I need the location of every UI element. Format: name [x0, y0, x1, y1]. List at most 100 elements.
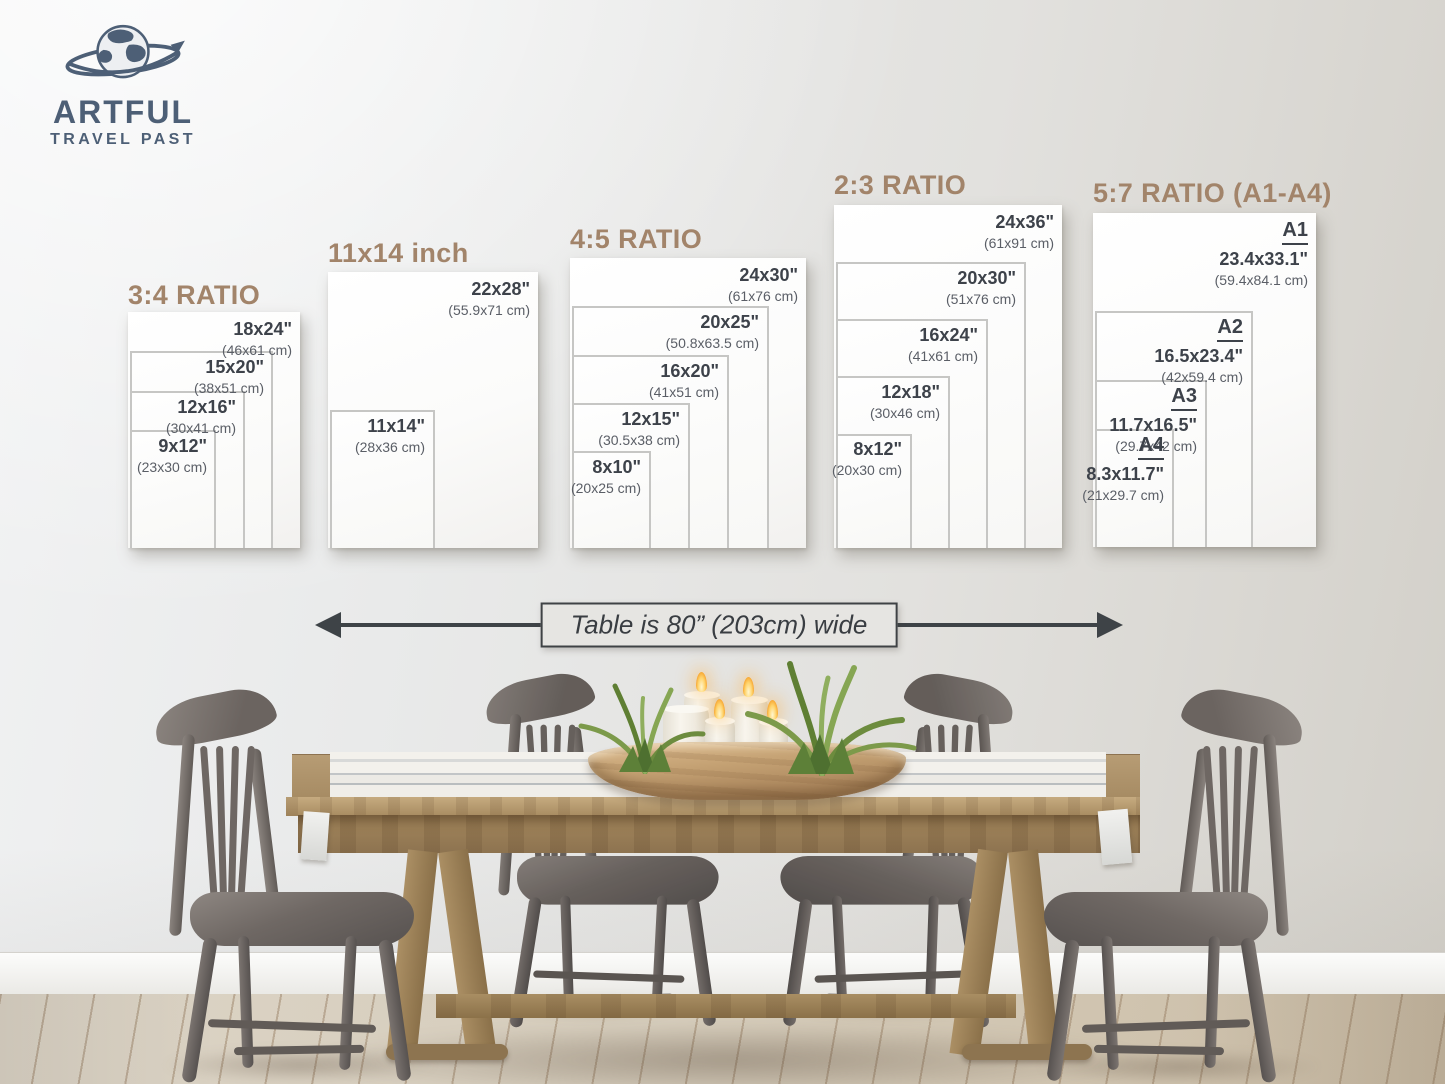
size-label: 8x12" (20x30 cm) — [832, 438, 902, 480]
table-apron — [298, 815, 1140, 853]
table-edge — [286, 797, 1140, 816]
size-label: 12x18" (30x46 cm) — [870, 381, 940, 423]
size-cm: (50.8x63.5 cm) — [665, 335, 759, 352]
size-cm: (51x76 cm) — [945, 291, 1016, 308]
size-inches: 8x10" — [592, 457, 641, 477]
brand-logo: ARTFUL TRAVEL PAST — [38, 16, 208, 149]
size-group-4-5: 4:5 RATIO 24x30" (61x76 cm) 20x25" (50.8… — [570, 224, 810, 548]
size-label: 20x25" (50.8x63.5 cm) — [666, 311, 759, 353]
size-cm: (30.5x38 cm) — [598, 432, 680, 449]
size-cm: (61x91 cm) — [983, 235, 1054, 252]
size-label: A4 8.3x11.7" (21x29.7 cm) — [1082, 434, 1164, 505]
size-cm: (20x25 cm) — [570, 480, 641, 497]
size-label: 12x15" (30.5x38 cm) — [598, 408, 680, 450]
candle-flame — [714, 699, 725, 719]
chair-crest — [901, 667, 1018, 730]
size-inches: 11.7x16.5" — [1109, 415, 1197, 435]
size-cm: (21x29.7 cm) — [1082, 487, 1164, 504]
table-stretcher — [436, 994, 1016, 1018]
size-inches: 12x16" — [177, 397, 236, 417]
size-inches: 23.4x33.1" — [1219, 249, 1308, 269]
candle-flame — [696, 672, 707, 692]
annotation-label: Table is 80” (203cm) wide — [540, 602, 898, 648]
size-rect — [572, 451, 651, 548]
dining-chair — [481, 667, 733, 1029]
size-inches: 24x36" — [995, 212, 1054, 232]
group-title: 3:4 RATIO — [128, 280, 261, 310]
size-label: A2 16.5x23.4" (42x59.4 cm) — [1154, 316, 1243, 387]
paper-size-name: A3 — [1171, 385, 1197, 411]
size-inches: 8x12" — [853, 439, 902, 459]
size-cm: (30x41 cm) — [165, 420, 236, 437]
size-inches: 8.3x11.7" — [1086, 464, 1164, 484]
group-title: 2:3 RATIO — [834, 170, 967, 200]
size-rect — [836, 434, 912, 548]
size-inches: 12x15" — [621, 409, 680, 429]
size-label: 20x30" (51x76 cm) — [946, 267, 1016, 309]
size-label: 16x20" (41x51 cm) — [649, 360, 719, 402]
size-label: 16x24" (41x61 cm) — [908, 324, 978, 366]
size-inches: 24x30" — [739, 265, 798, 285]
candle-flame — [743, 677, 754, 697]
size-label: 24x36" (61x91 cm) — [984, 211, 1054, 253]
size-label: 12x16" (30x41 cm) — [166, 396, 236, 438]
size-cm: (59.4x84.1 cm) — [1214, 272, 1308, 289]
size-label: 24x30" (61x76 cm) — [728, 264, 798, 306]
size-rect — [330, 410, 435, 548]
chair-crest — [1178, 682, 1308, 752]
right-arrowhead — [1097, 612, 1123, 638]
size-group-2-3: 2:3 RATIO 24x36" (61x91 cm) 20x30" (51x7… — [832, 170, 1066, 548]
size-inches: 12x18" — [881, 382, 940, 402]
group-title: 4:5 RATIO — [570, 224, 703, 254]
poster: 24x36" (61x91 cm) 20x30" (51x76 cm) 16x2… — [832, 205, 1062, 548]
size-cm: (20x30 cm) — [831, 462, 902, 479]
paper-size-name: A2 — [1217, 316, 1243, 342]
size-rect — [1095, 429, 1174, 547]
candle-flame — [767, 700, 778, 720]
chair-seat — [780, 856, 982, 905]
chair-leg — [378, 939, 412, 1082]
size-label: 11x14" (28x36 cm) — [355, 415, 425, 457]
poster: A1 23.4x33.1" (59.4x84.1 cm) A2 16.5x23.… — [1082, 213, 1316, 547]
chair-crest — [150, 682, 280, 752]
brand-name: ARTFUL — [53, 94, 193, 130]
size-cm: (55.9x71 cm) — [448, 302, 530, 319]
size-inches: 20x30" — [957, 268, 1016, 288]
size-inches: 20x25" — [700, 312, 759, 332]
size-group-11x14: 11x14 inch 22x28" (55.9x71 cm) 11x14" (2… — [328, 238, 544, 548]
poster: 22x28" (55.9x71 cm) 11x14" (28x36 cm) — [328, 272, 538, 548]
chair-seat — [517, 856, 719, 905]
succulent-plant — [578, 683, 706, 774]
size-label: 8x10" (20x25 cm) — [571, 456, 641, 498]
table-width-annotation: Table is 80” (203cm) wide — [315, 601, 1123, 649]
size-cm: (42x59.4 cm) — [1161, 369, 1243, 386]
globe-orbit-icon — [65, 24, 185, 79]
brand-tagline: TRAVEL PAST — [50, 131, 196, 148]
size-cm: (29.7x42 cm) — [1115, 438, 1197, 455]
chair-leg — [1240, 936, 1277, 1084]
chair-leg — [1046, 939, 1080, 1082]
size-label: A3 11.7x16.5" (29.7x42 cm) — [1109, 385, 1197, 456]
dining-chair — [1028, 682, 1308, 1084]
size-inches: 18x24" — [233, 319, 292, 339]
table-foot — [386, 1044, 508, 1060]
size-cm: (30x46 cm) — [869, 405, 940, 422]
size-group-3-4: 3:4 RATIO 18x24" (46x61 cm) 15x20" (38x5… — [128, 280, 304, 548]
size-cm: (46x61 cm) — [221, 342, 292, 359]
size-rect — [130, 430, 216, 548]
size-cm: (23x30 cm) — [136, 459, 207, 476]
size-label: A1 23.4x33.1" (59.4x84.1 cm) — [1215, 219, 1308, 290]
size-inches: 16.5x23.4" — [1154, 346, 1243, 366]
chair-seat — [190, 892, 414, 946]
size-cm: (38x51 cm) — [193, 380, 264, 397]
chair-post — [1262, 733, 1290, 937]
dining-chair — [150, 682, 430, 1084]
size-inches: 16x20" — [660, 361, 719, 381]
size-inches: 22x28" — [471, 279, 530, 299]
group-title: 5:7 RATIO (A1-A4) — [1093, 178, 1332, 208]
succulent-plant — [745, 661, 917, 776]
poster: 24x30" (61x76 cm) 20x25" (50.8x63.5 cm) … — [570, 258, 806, 548]
size-inches: 11x14" — [367, 416, 425, 436]
left-arrowhead — [315, 612, 341, 638]
